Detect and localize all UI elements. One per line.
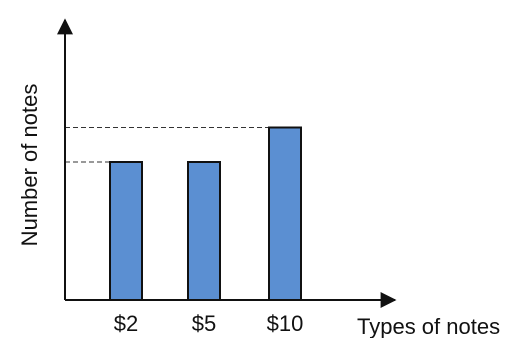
category-label: $10 <box>267 311 304 336</box>
category-labels: $2 $5 $10 <box>114 311 304 336</box>
bars <box>109 126 302 301</box>
y-axis-label: Number of notes <box>17 84 42 247</box>
category-label: $2 <box>114 311 138 336</box>
x-axis-label: Types of notes <box>357 314 500 338</box>
bar <box>268 126 302 301</box>
reference-lines <box>65 127 269 163</box>
bar <box>109 161 143 301</box>
bar <box>187 161 221 301</box>
category-label: $5 <box>192 311 216 336</box>
